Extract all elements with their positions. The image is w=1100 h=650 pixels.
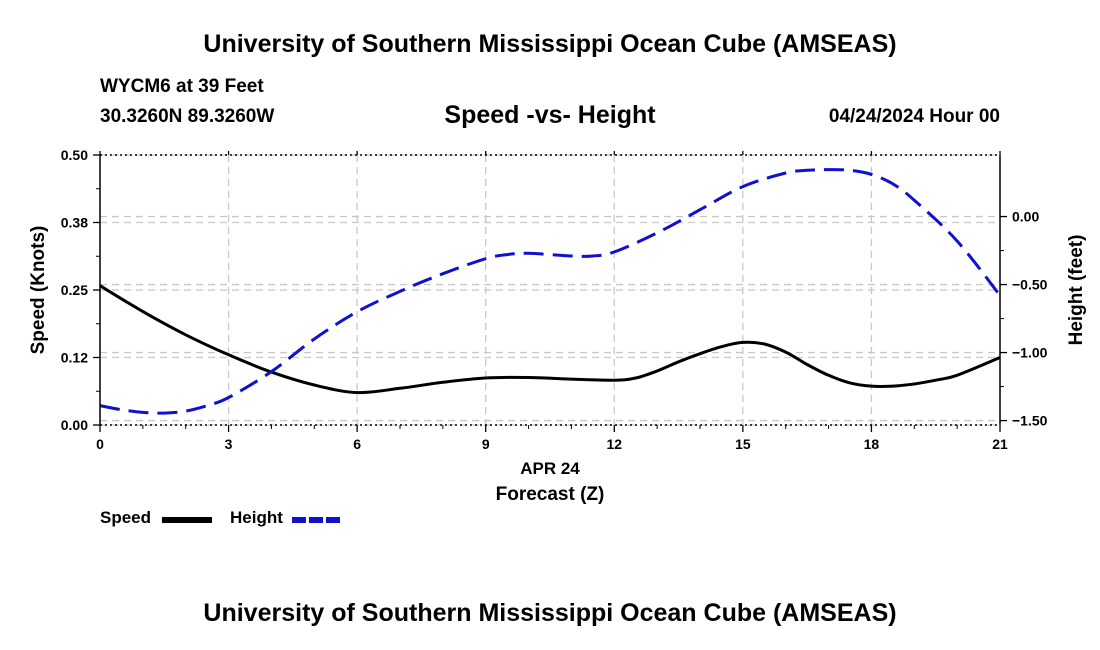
y2-tick-label: −0.50	[1012, 277, 1048, 293]
x-tick-label: 3	[225, 436, 233, 452]
station-name: WYCM6 at 39 Feet	[100, 76, 264, 97]
y2-tick-label: −1.00	[1012, 345, 1048, 361]
axis-labels: APR 24 Forecast (Z) Speed (Knots) Height…	[28, 147, 1087, 505]
y-tick-label: 0.12	[61, 350, 88, 366]
x-tick-label: 18	[864, 436, 880, 452]
x-tick-label: 15	[735, 436, 751, 452]
forecast-date: 04/24/2024 Hour 00	[828, 106, 1000, 127]
x-axis-title: Forecast (Z)	[496, 484, 605, 505]
legend-speed-label: Speed	[100, 508, 152, 527]
y-tick-label: 0.50	[61, 147, 88, 163]
x-tick-label: 12	[606, 436, 622, 452]
series-layer	[99, 168, 1002, 415]
series-line-height	[99, 168, 1002, 415]
axis-frame	[93, 151, 1007, 432]
station-coordinates: 30.3260N 89.3260W	[100, 106, 275, 127]
x-tick-label: 0	[96, 436, 104, 452]
y2-axis-title: Height (feet)	[1066, 235, 1087, 346]
y-tick-label: 0.00	[61, 417, 88, 433]
y-tick-label: 0.38	[61, 215, 88, 231]
chart-title-bottom: University of Southern Mississippi Ocean…	[203, 599, 897, 627]
x-tick-label: 6	[353, 436, 361, 452]
x-tick-label: 21	[992, 436, 1008, 452]
y-axis-title: Speed (Knots)	[28, 226, 49, 355]
y2-tick-label: −1.50	[1012, 413, 1048, 429]
x-tick-label: 9	[482, 436, 490, 452]
chart-title-top: University of Southern Mississippi Ocean…	[203, 30, 897, 58]
chart-subtitle: Speed -vs- Height	[444, 101, 656, 129]
series-line-speed	[99, 284, 1001, 395]
y2-tick-label: 0.00	[1012, 209, 1039, 225]
legend-height-label: Height	[230, 508, 283, 527]
y-tick-label: 0.25	[61, 282, 88, 298]
x-axis-date-label: APR 24	[520, 459, 580, 478]
